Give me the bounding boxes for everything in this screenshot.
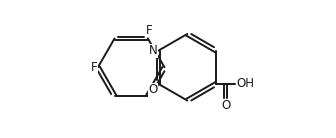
Text: F: F: [90, 61, 97, 74]
Text: OH: OH: [236, 77, 254, 90]
Text: O: O: [149, 83, 158, 96]
Text: F: F: [145, 24, 152, 37]
Text: O: O: [221, 99, 230, 112]
Text: N: N: [149, 44, 158, 57]
